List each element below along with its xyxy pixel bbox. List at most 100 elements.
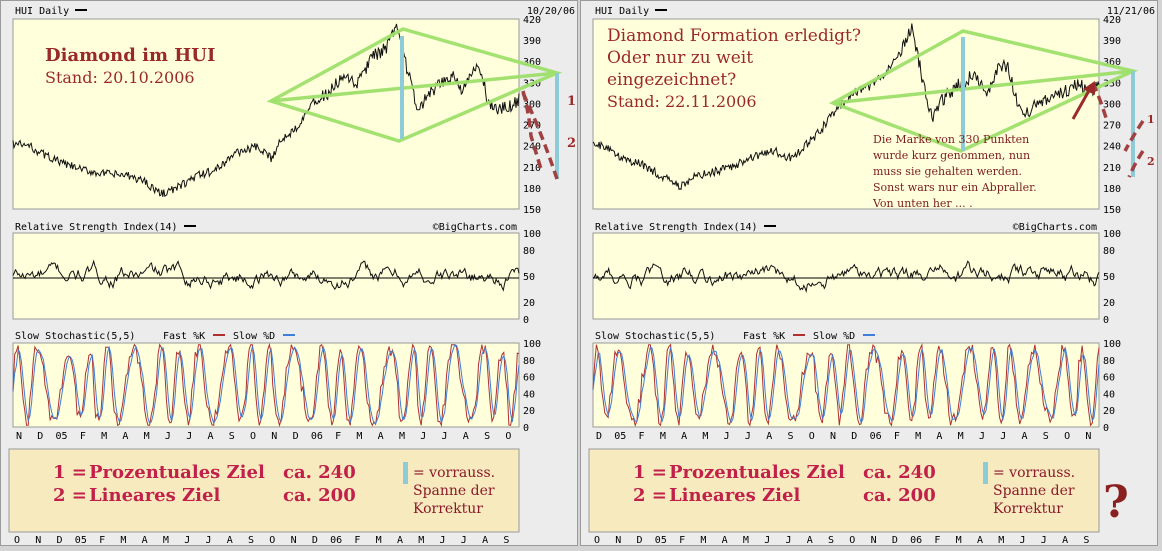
target-2-path bbox=[1127, 150, 1145, 178]
legend-1-text: Prozentuales Ziel bbox=[89, 462, 265, 483]
price-tick-label: 210 bbox=[1103, 163, 1121, 174]
x-tick-label: M bbox=[915, 431, 921, 442]
x-tick-label: A bbox=[936, 431, 942, 442]
stoch-slow-line bbox=[12, 344, 520, 425]
bottom-x-tick-label: F bbox=[934, 535, 940, 546]
x-tick-label: J bbox=[420, 431, 426, 442]
title-swatch bbox=[75, 9, 87, 11]
target-1-path bbox=[1123, 120, 1145, 152]
bottom-x-tick-label: D bbox=[892, 535, 898, 546]
rsi-tick-label: 100 bbox=[1103, 229, 1121, 240]
legend-note-1: = vorrauss. bbox=[413, 465, 495, 481]
x-labels: D 05 F M A M J J A S O N D 06 F M A M J J A S O N bbox=[596, 431, 1091, 442]
bottom-x-tick-label: A bbox=[1062, 535, 1068, 546]
legend-box bbox=[8, 448, 520, 533]
x-tick-label: J bbox=[745, 431, 751, 442]
stoch-label: Slow Stochastic(5,5) bbox=[595, 331, 715, 342]
bottom-x-tick-label: N bbox=[35, 535, 41, 546]
price-line bbox=[12, 23, 520, 198]
price-tick-label: 180 bbox=[1103, 184, 1121, 195]
rsi-swatch bbox=[184, 225, 196, 227]
bottom-x-tick-label: A bbox=[397, 535, 403, 546]
bottom-x-tick-label: J bbox=[184, 535, 190, 546]
stoch-ticks: 100 80 60 40 20 0 bbox=[523, 339, 541, 434]
annotation-date: Stand: 20.10.2006 bbox=[45, 68, 195, 87]
stoch-slow-line bbox=[592, 346, 1100, 425]
legend-note-3: Korrektur bbox=[413, 501, 483, 517]
bottom-x-tick-label: 05 bbox=[655, 535, 667, 546]
price-ticks: 420 390 360 330 300 270 240 210 180 150 bbox=[1103, 15, 1121, 216]
slow-d-swatch bbox=[863, 334, 875, 336]
annotation-line-4: Stand: 22.11.2006 bbox=[607, 92, 757, 111]
chart-date: 10/20/06 bbox=[527, 6, 575, 17]
x-tick-label: S bbox=[787, 431, 793, 442]
legend-1-num: 1 = bbox=[53, 462, 87, 483]
bottom-x-tick-label: F bbox=[99, 535, 105, 546]
stoch-tick-label: 100 bbox=[523, 339, 541, 350]
annotation-line-1: Diamond Formation erledigt? bbox=[607, 26, 861, 46]
chart-right: HUI Daily 11/21/06 Relative Strength Ind… bbox=[580, 0, 1158, 546]
bottom-x-tick-label: J bbox=[440, 535, 446, 546]
x-tick-label: A bbox=[766, 431, 772, 442]
x-tick-label: M bbox=[958, 431, 964, 442]
bottom-x-tick-label: A bbox=[807, 535, 813, 546]
stoch-label: Slow Stochastic(5,5) bbox=[15, 331, 135, 342]
rsi-ticks: 100 80 50 20 0 bbox=[1103, 229, 1121, 326]
price-tick-label: 180 bbox=[523, 184, 541, 195]
bottom-x-tick-label: M bbox=[418, 535, 424, 546]
bottom-x-tick-label: S bbox=[1083, 535, 1089, 546]
legend-2-num: 2 = bbox=[53, 485, 87, 506]
legend-2-text: Lineares Ziel bbox=[669, 485, 800, 506]
stoch-tick-label: 60 bbox=[1103, 373, 1115, 384]
rsi-line bbox=[592, 260, 1100, 293]
x-tick-label: M bbox=[660, 431, 666, 442]
source-label: ©BigCharts.com bbox=[433, 222, 517, 233]
bottom-x-tick-label: J bbox=[461, 535, 467, 546]
x-tick-label: M bbox=[399, 431, 405, 442]
bottom-x-tick-label: M bbox=[120, 535, 126, 546]
target-1-path bbox=[521, 90, 543, 170]
fast-k-swatch bbox=[213, 334, 225, 336]
price-tick-label: 360 bbox=[1103, 57, 1121, 68]
price-tick-label: 270 bbox=[1103, 121, 1121, 132]
slow-d-label: Slow %D bbox=[233, 331, 275, 342]
bottom-x-tick-label: D bbox=[57, 535, 63, 546]
note-line-4: Sonst wars nur ein Abpraller. bbox=[873, 181, 1037, 194]
stoch-tick-label: 80 bbox=[1103, 356, 1115, 367]
stoch-fast-line bbox=[12, 342, 520, 428]
x-tick-label: O bbox=[250, 431, 256, 442]
bottom-x-tick-label: 06 bbox=[330, 535, 342, 546]
bottom-x-tick-label: M bbox=[956, 535, 962, 546]
x-tick-label: 05 bbox=[56, 431, 68, 442]
x-tick-label: J bbox=[186, 431, 192, 442]
legend-note-3: Korrektur bbox=[993, 501, 1063, 517]
legend-2-text: Lineares Ziel bbox=[89, 485, 220, 506]
x-tick-label: O bbox=[809, 431, 815, 442]
legend-bar-swatch bbox=[983, 462, 988, 484]
x-tick-label: J bbox=[1000, 431, 1006, 442]
stoch-tick-label: 0 bbox=[1103, 423, 1109, 434]
legend-1-value: ca. 240 bbox=[283, 462, 356, 483]
note-line-5: Von unten her ... . bbox=[872, 197, 973, 210]
chart-title: HUI Daily bbox=[595, 6, 649, 17]
chart-date: 11/21/06 bbox=[1107, 6, 1155, 17]
bottom-x-tick-label: J bbox=[1041, 535, 1047, 546]
price-plot-bg bbox=[12, 18, 520, 210]
rsi-ticks: 100 80 50 20 0 bbox=[523, 229, 541, 326]
legend-note-2: Spanne der bbox=[993, 483, 1075, 499]
legend-2-value: ca. 200 bbox=[863, 485, 936, 506]
stoch-tick-label: 60 bbox=[523, 373, 535, 384]
annotation-title: Diamond im HUI bbox=[45, 45, 215, 66]
x-tick-label: M bbox=[144, 431, 150, 442]
bottom-x-tick-label: 06 bbox=[910, 535, 922, 546]
price-tick-label: 390 bbox=[1103, 36, 1121, 47]
target-1-mark: 1 bbox=[567, 94, 576, 109]
x-tick-label: F bbox=[639, 431, 645, 442]
question-mark: ? bbox=[1103, 477, 1129, 528]
stoch-fast-line bbox=[592, 342, 1100, 427]
x-tick-label: A bbox=[378, 431, 384, 442]
bottom-x-tick-label: M bbox=[376, 535, 382, 546]
bottom-x-tick-label: O bbox=[594, 535, 600, 546]
rsi-tick-label: 50 bbox=[523, 272, 535, 283]
note-line-3: muss sie gehalten werden. bbox=[873, 165, 1022, 178]
